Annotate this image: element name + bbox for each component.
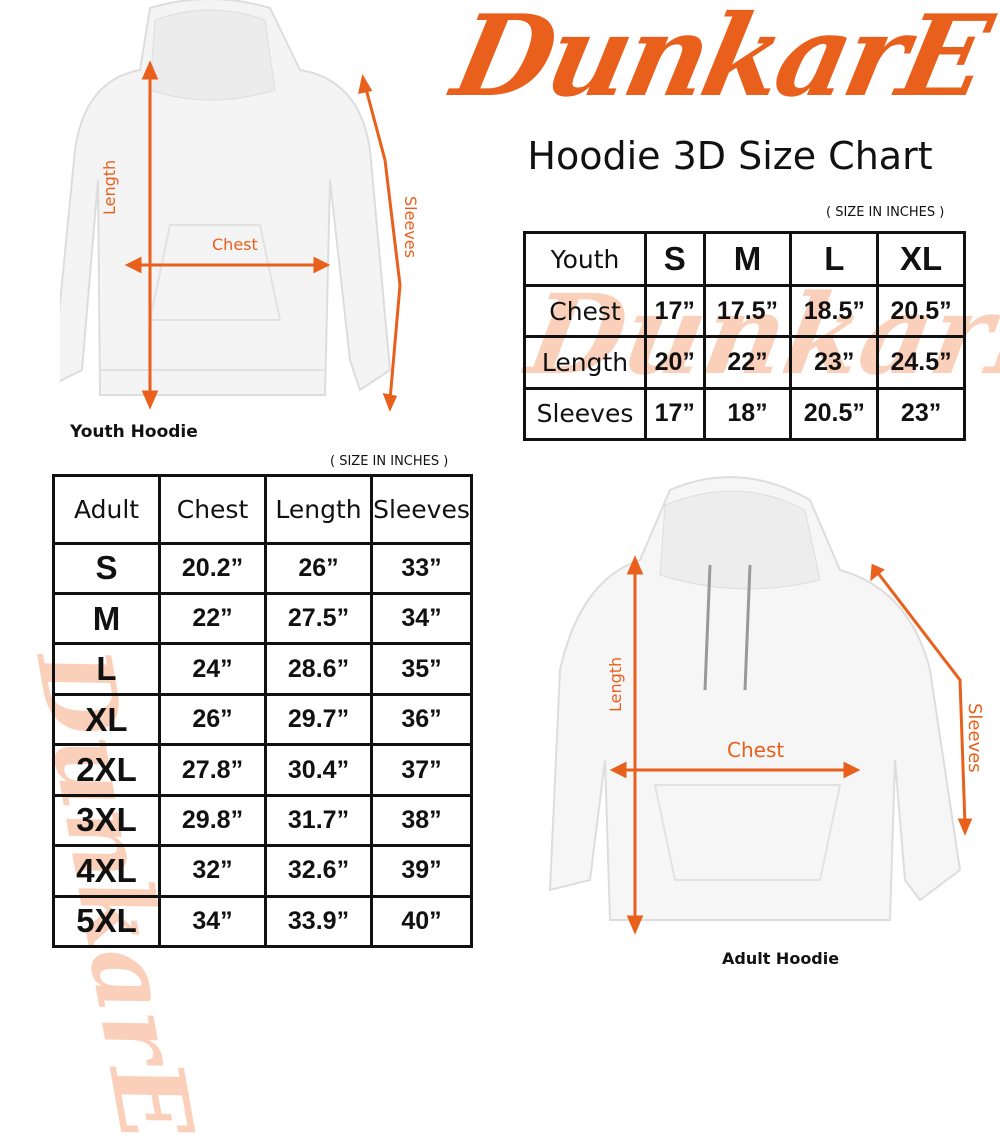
- table-row: S 20.2” 26” 33”: [52, 541, 473, 596]
- cell: 33”: [370, 541, 473, 596]
- cell: 20”: [644, 335, 706, 390]
- header-cell: M: [702, 231, 793, 287]
- size-label: 3XL: [52, 793, 161, 848]
- cell: 23”: [876, 386, 966, 442]
- adult-length-label: Length: [606, 656, 625, 712]
- table-row: XL 26” 29.7” 36”: [52, 692, 473, 747]
- cell: 27.8”: [158, 743, 267, 797]
- cell: 33.9”: [264, 894, 373, 949]
- cell: 31.7”: [264, 793, 373, 848]
- cell: 34”: [370, 592, 473, 646]
- table-row: Sleeves 17” 18” 20.5” 23”: [523, 386, 966, 442]
- table-row: Chest 17” 17.5” 18.5” 20.5”: [523, 283, 966, 339]
- cell: 39”: [370, 844, 473, 898]
- cell: 26”: [264, 541, 373, 596]
- adult-hoodie-caption: Adult Hoodie: [722, 949, 840, 968]
- cell: 22”: [158, 592, 267, 646]
- cell: 27.5”: [264, 592, 373, 646]
- header-cell: S: [644, 231, 706, 287]
- page-title: Hoodie 3D Size Chart: [527, 134, 933, 178]
- size-label: 2XL: [52, 743, 161, 797]
- youth-sleeves-label: Sleeves: [401, 196, 420, 258]
- cell: 23”: [789, 335, 880, 390]
- cell: 18.5”: [789, 283, 880, 339]
- cell: 37”: [370, 743, 473, 797]
- header-cell: Adult: [52, 474, 161, 545]
- table-row: 5XL 34” 33.9” 40”: [52, 894, 473, 949]
- table-row: M 22” 27.5” 34”: [52, 592, 473, 646]
- youth-hoodie-image: [60, 0, 402, 412]
- table-row: L 24” 28.6” 35”: [52, 642, 473, 696]
- cell: 24.5”: [876, 335, 966, 390]
- header-cell: Chest: [158, 474, 267, 545]
- adult-chest-label: Chest: [727, 738, 785, 762]
- row-label: Length: [523, 335, 647, 390]
- youth-size-table: Youth S M L XL Chest 17” 17.5” 18.5” 20.…: [523, 231, 966, 442]
- table-row: 2XL 27.8” 30.4” 37”: [52, 743, 473, 797]
- cell: 35”: [370, 642, 473, 696]
- size-label: 4XL: [52, 844, 161, 898]
- table-header-row: Adult Chest Length Sleeves: [52, 474, 473, 545]
- size-label: S: [52, 541, 161, 596]
- header-cell: L: [789, 231, 880, 287]
- table-header-row: Youth S M L XL: [523, 231, 966, 287]
- size-label: XL: [52, 692, 161, 747]
- cell: 32”: [158, 844, 267, 898]
- cell: 17.5”: [702, 283, 793, 339]
- cell: 38”: [370, 793, 473, 848]
- size-label: 5XL: [52, 894, 161, 949]
- cell: 20.5”: [876, 283, 966, 339]
- cell: 30.4”: [264, 743, 373, 797]
- table-row: 3XL 29.8” 31.7” 38”: [52, 793, 473, 848]
- row-label: Chest: [523, 283, 647, 339]
- adult-unit-note: ( SIZE IN INCHES ): [330, 454, 449, 469]
- size-label: L: [52, 642, 161, 696]
- size-label: M: [52, 592, 161, 646]
- cell: 32.6”: [264, 844, 373, 898]
- header-cell: XL: [876, 231, 966, 287]
- cell: 18”: [702, 386, 793, 442]
- adult-sleeves-label: Sleeves: [964, 703, 985, 773]
- youth-unit-note: ( SIZE IN INCHES ): [826, 205, 945, 220]
- header-cell: Length: [264, 474, 373, 545]
- cell: 20.5”: [789, 386, 880, 442]
- adult-hoodie-image: [548, 476, 973, 935]
- cell: 17”: [644, 386, 706, 442]
- cell: 29.8”: [158, 793, 267, 848]
- youth-hoodie-caption: Youth Hoodie: [70, 422, 198, 442]
- cell: 36”: [370, 692, 473, 747]
- cell: 34”: [158, 894, 267, 949]
- brand-logo: DunkarE: [442, 0, 998, 122]
- table-row: Length 20” 22” 23” 24.5”: [523, 335, 966, 390]
- cell: 22”: [702, 335, 793, 390]
- cell: 17”: [644, 283, 706, 339]
- cell: 26”: [158, 692, 267, 747]
- row-label: Sleeves: [523, 386, 647, 442]
- cell: 28.6”: [264, 642, 373, 696]
- youth-length-label: Length: [100, 159, 119, 215]
- header-cell: Sleeves: [370, 474, 473, 545]
- adult-size-table: Adult Chest Length Sleeves S 20.2” 26” 33” M…: [52, 474, 473, 949]
- youth-chest-label: Chest: [212, 235, 258, 254]
- cell: 29.7”: [264, 692, 373, 747]
- cell: 24”: [158, 642, 267, 696]
- cell: 20.2”: [158, 541, 267, 596]
- cell: 40”: [370, 894, 473, 949]
- table-row: 4XL 32” 32.6” 39”: [52, 844, 473, 898]
- header-cell: Youth: [523, 231, 647, 287]
